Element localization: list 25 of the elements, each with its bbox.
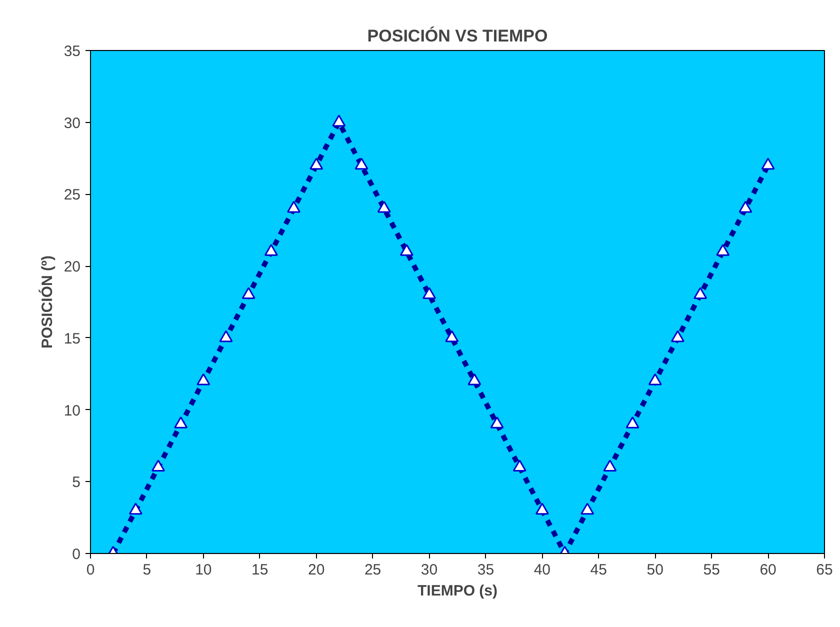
- y-tick-label: 10: [64, 402, 81, 420]
- y-tick-label: 20: [64, 258, 81, 276]
- y-tick-label: 25: [64, 186, 81, 204]
- x-tick-label: 60: [760, 562, 776, 578]
- y-tick-label: 0: [72, 546, 80, 563]
- x-tick-label: 65: [816, 562, 833, 578]
- chart-title: POSICIÓN VS TIEMPO: [367, 26, 548, 46]
- x-tick-label: 25: [364, 562, 382, 578]
- x-tick-label: 40: [534, 562, 551, 578]
- x-tick-label: 30: [420, 562, 438, 578]
- x-tick-label: 15: [252, 562, 268, 578]
- x-axis-title: TIEMPO (s): [418, 582, 498, 600]
- x-tick-label: 50: [646, 562, 664, 578]
- y-tick-label: 5: [72, 474, 80, 492]
- x-tick-label: 55: [703, 562, 720, 578]
- x-tick-label: 0: [86, 562, 95, 578]
- y-tick-label: 35: [64, 43, 81, 60]
- x-tick-label: 10: [195, 562, 212, 578]
- y-axis-title: POSICIÓN (º): [38, 256, 56, 348]
- x-tick-label: 45: [590, 562, 607, 578]
- x-tick-label: 5: [142, 562, 152, 578]
- y-tick-label: 30: [64, 114, 81, 132]
- x-tick-label: 35: [477, 562, 494, 578]
- x-tick-label: 20: [308, 562, 325, 578]
- y-tick-label: 15: [64, 330, 81, 348]
